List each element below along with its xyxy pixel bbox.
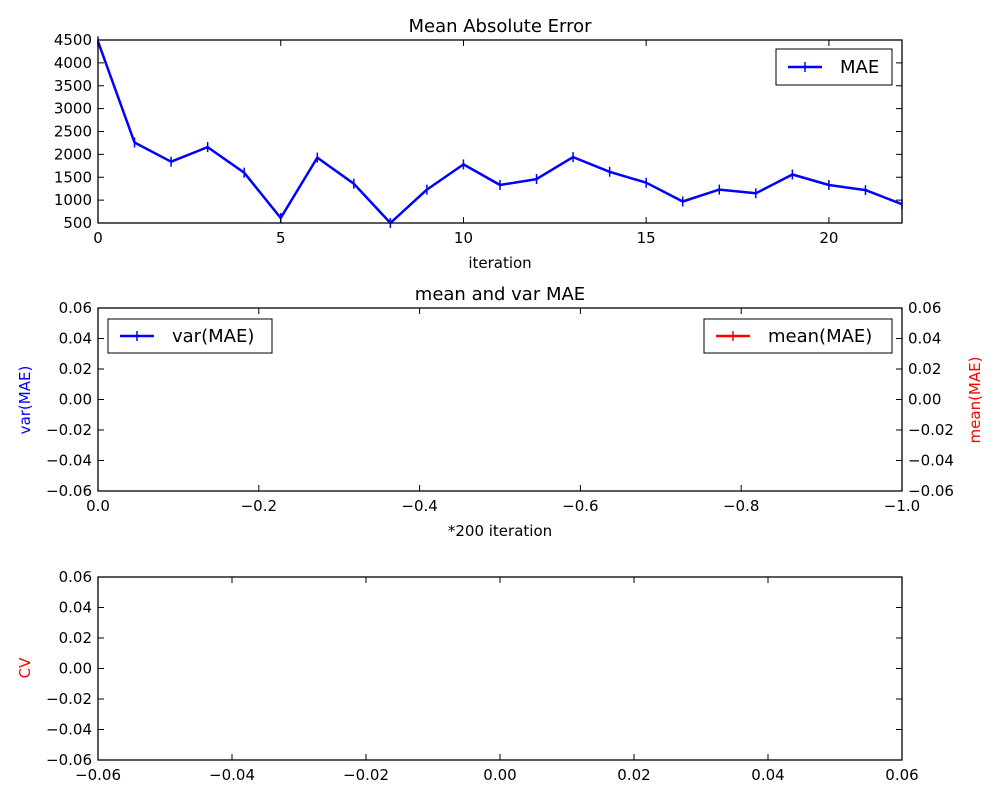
x-tick-label: 0.02 <box>617 766 650 784</box>
x-tick-label: 0 <box>93 229 103 247</box>
y-tick-label: 3000 <box>54 100 92 118</box>
y-tick-label: 4500 <box>54 31 92 49</box>
y-tick-label: 2500 <box>54 123 92 141</box>
y-right-tick-label: 0.02 <box>908 360 941 378</box>
legend-right: mean(MAE) <box>703 318 893 354</box>
x-axis-label: *200 iteration <box>448 522 552 540</box>
y-tick-label: 0.02 <box>59 629 92 647</box>
y-axis-label: CV <box>16 657 34 678</box>
y-tick-label: 4000 <box>54 54 92 72</box>
y-tick-label: 3500 <box>54 77 92 95</box>
y-left-tick-label: 0.04 <box>59 330 92 348</box>
y-left-tick-label: −0.02 <box>46 421 92 439</box>
y-tick-label: 0.06 <box>59 568 92 586</box>
y-axis-label-left: var(MAE) <box>16 366 34 435</box>
axes-frame <box>97 39 903 224</box>
panel-mae: Mean Absolute Error 0 5 10 15 20 500 1000 1500 2… <box>54 16 903 272</box>
x-tick-label: 0.04 <box>751 766 784 784</box>
y-left-tick-label: 0.06 <box>59 299 92 317</box>
legend-label-var: var(MAE) <box>172 326 254 347</box>
x-tick-label: −0.2 <box>241 497 277 515</box>
y-left-tick-label: −0.04 <box>46 452 92 470</box>
panel-cv: −0.06 −0.04 −0.02 0.00 0.02 0.04 0.06 −0.06 −0.0… <box>16 568 919 784</box>
x-tick-label: −0.6 <box>562 497 598 515</box>
chart-title: mean and var MAE <box>415 284 585 305</box>
chart-title: Mean Absolute Error <box>408 16 592 37</box>
y-left-tick-label: 0.02 <box>59 360 92 378</box>
x-tick-label: −0.04 <box>209 766 255 784</box>
y-right-tick-label: −0.04 <box>908 452 954 470</box>
y-right-tick-label: 0.04 <box>908 330 941 348</box>
y-left-tick-label: 0.00 <box>59 391 92 409</box>
legend: MAE <box>775 48 893 86</box>
y-tick-label: 2000 <box>54 145 92 163</box>
panel-mean-var: mean and var MAE 0.0 −0.2 −0.4 −0.6 −0.8 −1.0… <box>16 284 984 540</box>
x-tick-label: 10 <box>454 229 473 247</box>
x-tick-label: −0.4 <box>401 497 437 515</box>
x-tick-label: −0.8 <box>723 497 759 515</box>
x-axis-label: iteration <box>468 254 531 272</box>
x-tick-label: −0.02 <box>343 766 389 784</box>
legend-label-mean: mean(MAE) <box>768 326 872 347</box>
x-tick-label: −1.0 <box>884 497 920 515</box>
y-tick-label: 0.04 <box>59 599 92 617</box>
axes-frame <box>97 307 903 492</box>
x-tick-label: −0.06 <box>75 766 121 784</box>
y-tick-label: 500 <box>63 214 92 232</box>
y-right-tick-label: 0.06 <box>908 299 941 317</box>
y-tick-label: 1000 <box>54 191 92 209</box>
legend-label-mae: MAE <box>840 57 879 78</box>
x-tick-label: 0.0 <box>86 497 110 515</box>
y-tick-label: −0.06 <box>46 751 92 769</box>
x-tick-label: 5 <box>276 229 286 247</box>
y-right-tick-label: 0.00 <box>908 391 941 409</box>
y-right-tick-label: −0.02 <box>908 421 954 439</box>
axes-frame <box>97 576 903 761</box>
y-right-tick-label: −0.06 <box>908 482 954 500</box>
y-tick-label: −0.04 <box>46 721 92 739</box>
x-tick-label: 20 <box>819 229 838 247</box>
y-left-tick-label: −0.06 <box>46 482 92 500</box>
legend-left: var(MAE) <box>107 318 273 354</box>
y-axis-label-right: mean(MAE) <box>966 357 984 444</box>
x-tick-label: 15 <box>637 229 656 247</box>
x-tick-label: 0.06 <box>885 766 918 784</box>
y-tick-label: 1500 <box>54 168 92 186</box>
x-tick-label: 0.00 <box>483 766 516 784</box>
y-tick-label: 0.00 <box>59 660 92 678</box>
y-tick-label: −0.02 <box>46 690 92 708</box>
